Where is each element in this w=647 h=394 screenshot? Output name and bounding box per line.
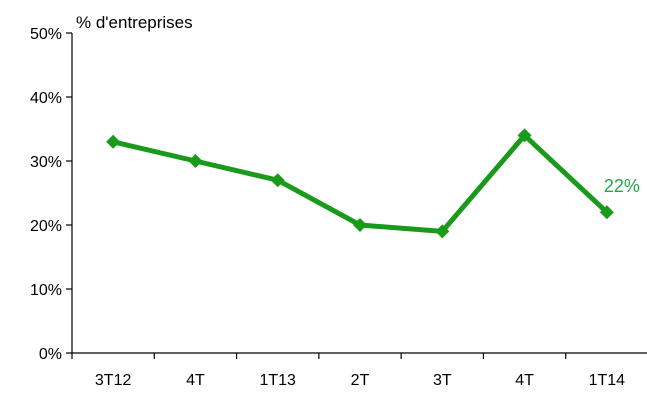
y-tick-label: 10%	[30, 282, 62, 299]
x-tick-label: 3T12	[95, 372, 132, 389]
data-point	[353, 218, 367, 232]
data-point	[188, 154, 203, 168]
x-tick-label: 2T	[351, 372, 370, 389]
x-tick-label: 1T13	[259, 372, 296, 389]
y-tick-label: 30%	[30, 154, 62, 171]
y-axis: 0% 10% 20% 30% 40% 50%	[30, 26, 73, 363]
x-axis: 3T12 4T 1T13 2T 3T 4T 1T14	[71, 352, 647, 389]
y-tick-label: 0%	[39, 346, 62, 363]
data-point	[270, 173, 285, 188]
x-tick-label: 4T	[186, 372, 205, 389]
x-tick-label: 1T14	[589, 372, 626, 389]
data-point	[517, 128, 532, 143]
data-point	[435, 224, 450, 239]
data-point	[106, 134, 121, 149]
y-tick-label: 40%	[30, 90, 62, 107]
data-label: 22%	[604, 176, 640, 196]
y-axis-title: % d'entreprises	[76, 13, 193, 32]
data-point	[599, 205, 614, 220]
series-line	[112, 132, 609, 234]
y-tick-label: 50%	[30, 26, 62, 43]
x-tick-label: 4T	[515, 372, 534, 389]
x-tick-label: 3T	[433, 372, 452, 389]
series: 22%	[106, 128, 640, 239]
y-tick-label: 20%	[30, 218, 62, 235]
